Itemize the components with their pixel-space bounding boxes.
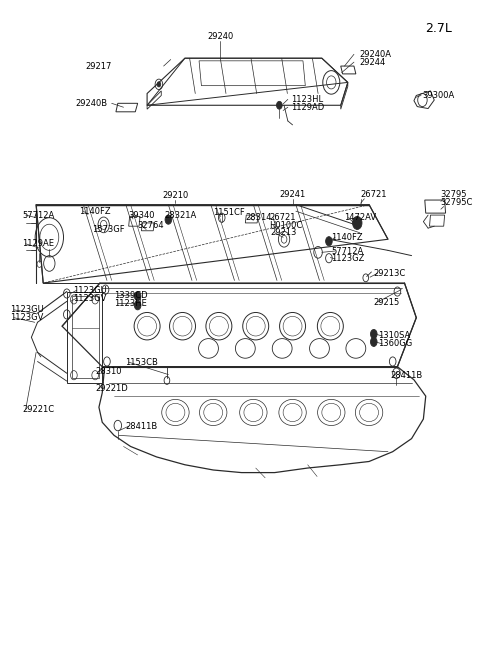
- Circle shape: [276, 102, 282, 109]
- Text: 1123GV: 1123GV: [73, 293, 107, 303]
- Text: 26721: 26721: [360, 190, 387, 198]
- Text: 28321A: 28321A: [164, 210, 196, 219]
- Text: 1140FZ: 1140FZ: [80, 207, 111, 215]
- Text: 32795C: 32795C: [440, 198, 472, 206]
- Circle shape: [134, 301, 141, 310]
- Text: 1123GV: 1123GV: [10, 313, 44, 322]
- Text: 26721: 26721: [269, 213, 296, 222]
- Text: 39340: 39340: [128, 210, 155, 219]
- Circle shape: [325, 236, 332, 246]
- Text: 1339CD: 1339CD: [114, 291, 148, 300]
- Text: 29213C: 29213C: [374, 269, 406, 278]
- Text: 1151CF: 1151CF: [213, 208, 245, 217]
- Text: 29217: 29217: [85, 62, 112, 71]
- Text: 1123GZ: 1123GZ: [331, 254, 365, 263]
- Text: 1123HL: 1123HL: [291, 95, 323, 104]
- Text: 29213: 29213: [271, 228, 297, 237]
- Text: 29240A: 29240A: [360, 50, 392, 59]
- Text: 29221D: 29221D: [95, 384, 128, 394]
- Text: 39300A: 39300A: [422, 91, 455, 100]
- Text: 28411B: 28411B: [390, 371, 422, 381]
- Circle shape: [371, 329, 377, 339]
- Text: H0100C: H0100C: [269, 221, 303, 230]
- Text: 1360GG: 1360GG: [379, 339, 413, 348]
- Text: 1140FZ: 1140FZ: [331, 233, 363, 242]
- Text: 1573GF: 1573GF: [92, 225, 124, 234]
- Circle shape: [352, 216, 362, 229]
- Text: 29210: 29210: [162, 191, 189, 200]
- Text: 1310SA: 1310SA: [379, 331, 411, 341]
- Text: 28310: 28310: [95, 367, 121, 377]
- Text: 29221C: 29221C: [22, 405, 54, 414]
- Text: 57712A: 57712A: [331, 246, 363, 255]
- Text: 2.7L: 2.7L: [425, 22, 452, 35]
- Text: 29240: 29240: [207, 32, 233, 41]
- Text: 32764: 32764: [138, 221, 164, 230]
- Circle shape: [165, 215, 172, 224]
- Text: 1472AV: 1472AV: [345, 213, 377, 222]
- Text: 29241: 29241: [279, 190, 306, 198]
- Circle shape: [371, 337, 377, 346]
- Text: 29244: 29244: [360, 58, 386, 67]
- Text: 1123GU: 1123GU: [73, 286, 107, 295]
- Text: 1153CB: 1153CB: [125, 358, 158, 367]
- Text: 28314: 28314: [246, 213, 272, 222]
- Text: 32795: 32795: [440, 190, 467, 198]
- Text: 28411B: 28411B: [125, 422, 157, 431]
- Circle shape: [134, 291, 141, 301]
- Text: 1129AD: 1129AD: [291, 103, 324, 112]
- Text: 1129AE: 1129AE: [22, 239, 54, 248]
- Text: 1123GU: 1123GU: [10, 305, 44, 314]
- Text: 57712A: 57712A: [22, 210, 54, 219]
- Circle shape: [157, 82, 161, 87]
- Text: 29215: 29215: [374, 297, 400, 307]
- Text: 1123HE: 1123HE: [114, 299, 147, 308]
- Text: 29240B: 29240B: [75, 99, 108, 108]
